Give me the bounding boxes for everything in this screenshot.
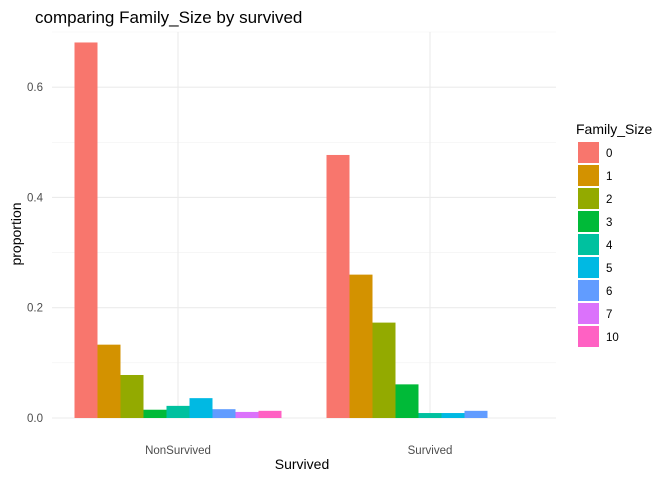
legend: Family_Size 0 1 2 3 4 5 6 7 10 (576, 121, 652, 347)
bar-nonsurvived-size-4 (166, 405, 190, 418)
legend-swatch-3 (578, 211, 599, 232)
y-axis-title: proportion (8, 202, 24, 265)
bar-nonsurvived-size-1 (97, 344, 121, 418)
legend-swatch-5 (578, 257, 599, 278)
bar-nonsurvived-size-6 (212, 409, 236, 418)
bar-nonsurvived-size-10 (258, 410, 282, 418)
legend-label-10: 10 (606, 332, 619, 344)
bar-nonsurvived-size-5 (189, 398, 213, 418)
bar-nonsurvived-size-2 (120, 374, 144, 418)
bar-survived-size-3 (395, 384, 419, 418)
legend-label-1: 1 (606, 171, 612, 183)
bar-nonsurvived-size-0 (74, 42, 98, 418)
legend-swatch-4 (578, 234, 599, 255)
bar-nonsurvived-size-3 (143, 409, 167, 418)
bar-survived-size-4 (418, 413, 442, 418)
y-tick-label: 0.2 (27, 303, 43, 315)
legend-swatch-7 (578, 303, 599, 324)
legend-label-2: 2 (606, 194, 612, 206)
x-tick-label: NonSurvived (145, 445, 211, 457)
legend-label-5: 5 (606, 263, 612, 275)
bar-survived-size-6 (464, 410, 488, 418)
legend-swatch-1 (578, 165, 599, 186)
y-tick-label: 0.6 (27, 82, 43, 94)
bar-survived-size-0 (326, 154, 350, 418)
legend-swatch-6 (578, 280, 599, 301)
legend-swatch-10 (578, 326, 599, 347)
legend-label-7: 7 (606, 309, 612, 321)
legend-title: Family_Size (576, 121, 652, 137)
chart-title: comparing Family_Size by survived (35, 8, 302, 27)
y-tick-label: 0.0 (27, 413, 43, 425)
x-axis-ticks: NonSurvived Survived (145, 445, 452, 457)
x-axis-title: Survived (275, 456, 329, 472)
y-tick-label: 0.4 (27, 192, 44, 204)
legend-label-3: 3 (606, 217, 612, 229)
legend-swatch-2 (578, 188, 599, 209)
legend-label-0: 0 (606, 148, 612, 160)
bar-survived-size-5 (441, 413, 465, 418)
y-axis-ticks: 0.0 0.2 0.4 0.6 (27, 82, 44, 425)
legend-label-4: 4 (606, 240, 613, 252)
legend-label-6: 6 (606, 286, 612, 298)
bar-survived-size-2 (372, 322, 396, 418)
legend-swatch-0 (578, 142, 599, 163)
x-tick-label: Survived (408, 445, 453, 457)
bar-nonsurvived-size-7 (235, 411, 259, 418)
bar-survived-size-1 (349, 274, 373, 418)
grid (52, 31, 556, 419)
bars (74, 42, 488, 418)
